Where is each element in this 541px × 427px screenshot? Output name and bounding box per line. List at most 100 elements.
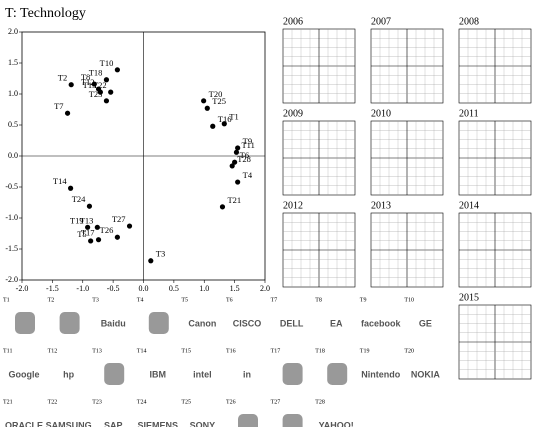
logo-id: T28 <box>315 399 325 405</box>
y-tick-label: 1.5 <box>8 58 18 67</box>
point <box>148 258 154 264</box>
point-label: T21 <box>227 195 241 205</box>
x-tick-label: 0.0 <box>139 284 149 293</box>
logo-text: facebook <box>361 318 402 328</box>
logo-text: NOKIA <box>411 369 441 379</box>
logo-id: T8 <box>315 297 322 303</box>
point-label: T13 <box>80 215 94 225</box>
logo-id: T18 <box>315 348 325 354</box>
logo-id: T12 <box>48 348 58 354</box>
logo-text: IBM <box>150 369 167 379</box>
logo-id: T17 <box>271 348 281 354</box>
point-label: T20 <box>209 89 223 99</box>
y-tick-label: 1.0 <box>8 89 18 98</box>
point-label: T26 <box>100 225 114 235</box>
year-label: 2009 <box>283 108 303 119</box>
year-label: 2006 <box>283 16 303 27</box>
point-label: T11 <box>241 140 254 150</box>
logo-text: intel <box>193 369 212 379</box>
point <box>85 224 91 230</box>
point-label: T25 <box>212 96 226 106</box>
point-label: T12 <box>81 77 95 87</box>
logo-text: Baidu <box>101 318 126 328</box>
point-label: T6 <box>240 150 249 160</box>
x-tick-label: -1.5 <box>46 284 59 293</box>
point <box>210 123 216 129</box>
point <box>221 121 227 127</box>
point <box>219 204 226 210</box>
logo-id: T15 <box>181 348 191 354</box>
point <box>64 110 71 116</box>
y-tick-label: -1.0 <box>5 213 18 222</box>
x-tick-label: -1.0 <box>76 284 89 293</box>
logo-id: T2 <box>48 297 55 303</box>
x-tick-label: -2.0 <box>16 284 29 293</box>
logo-id: T3 <box>92 297 99 303</box>
y-tick-label: -1.5 <box>5 244 18 253</box>
logo-id: T7 <box>271 297 278 303</box>
logo-text: Google <box>9 369 40 379</box>
point-label: T28 <box>237 154 251 164</box>
point <box>201 98 207 104</box>
logo-icon <box>104 363 125 385</box>
point-label: T27 <box>112 214 126 224</box>
x-tick-label: -0.5 <box>107 284 120 293</box>
logo-id: T20 <box>404 348 414 354</box>
logo-text: YAHOO! <box>319 420 354 427</box>
point-label: T2 <box>58 73 67 83</box>
logo-text: DELL <box>280 318 304 328</box>
point-label: T9 <box>243 136 252 146</box>
point <box>114 234 120 240</box>
logo-text: SIEMENS <box>138 420 179 427</box>
point <box>94 224 100 230</box>
point-label: T4 <box>243 170 253 180</box>
logo-id: T6 <box>226 297 233 303</box>
year-label: 2012 <box>283 200 303 211</box>
logo-id: T25 <box>181 399 191 405</box>
point-label: T23 <box>89 89 103 99</box>
x-tick-label: 0.5 <box>169 284 179 293</box>
point <box>86 203 93 209</box>
logo-icon <box>59 312 80 334</box>
point-label: T17 <box>81 228 95 238</box>
year-label: 2007 <box>371 16 391 27</box>
point <box>68 185 74 191</box>
logo-id: T22 <box>48 399 58 405</box>
logo-id: T5 <box>181 297 188 303</box>
logo-id: T16 <box>226 348 236 354</box>
logo-text: in <box>243 369 251 379</box>
logo-icon <box>238 414 258 427</box>
point <box>103 98 110 104</box>
y-tick-label: 0.0 <box>8 151 18 160</box>
point-label: T14 <box>53 176 67 186</box>
point-label: T5 <box>77 229 86 239</box>
point <box>97 89 103 95</box>
logo-text: ORACLE <box>5 420 43 427</box>
point <box>114 67 120 73</box>
point-label: T10 <box>100 58 114 68</box>
logo-id: T26 <box>226 399 236 405</box>
point <box>91 81 97 87</box>
logo-text: SAP <box>104 420 123 427</box>
year-label: 2010 <box>371 108 391 119</box>
point <box>232 159 238 165</box>
point <box>95 237 102 243</box>
point <box>108 89 114 95</box>
logo-icon <box>282 363 303 385</box>
year-label: 2015 <box>459 292 479 303</box>
point-label: T8 <box>81 72 90 82</box>
point <box>229 163 235 169</box>
logo-id: T1 <box>3 297 10 303</box>
point <box>103 77 110 83</box>
logo-icon <box>15 312 35 334</box>
logo-icon <box>148 312 169 334</box>
point <box>68 82 74 88</box>
logo-icon <box>327 363 348 385</box>
y-tick-label: -0.5 <box>5 182 18 191</box>
logo-id: T27 <box>271 399 281 405</box>
point-label: T15 <box>83 80 97 90</box>
logo-icon <box>282 414 303 427</box>
logo-id: T11 <box>3 348 12 354</box>
logo-id: T10 <box>404 297 414 303</box>
